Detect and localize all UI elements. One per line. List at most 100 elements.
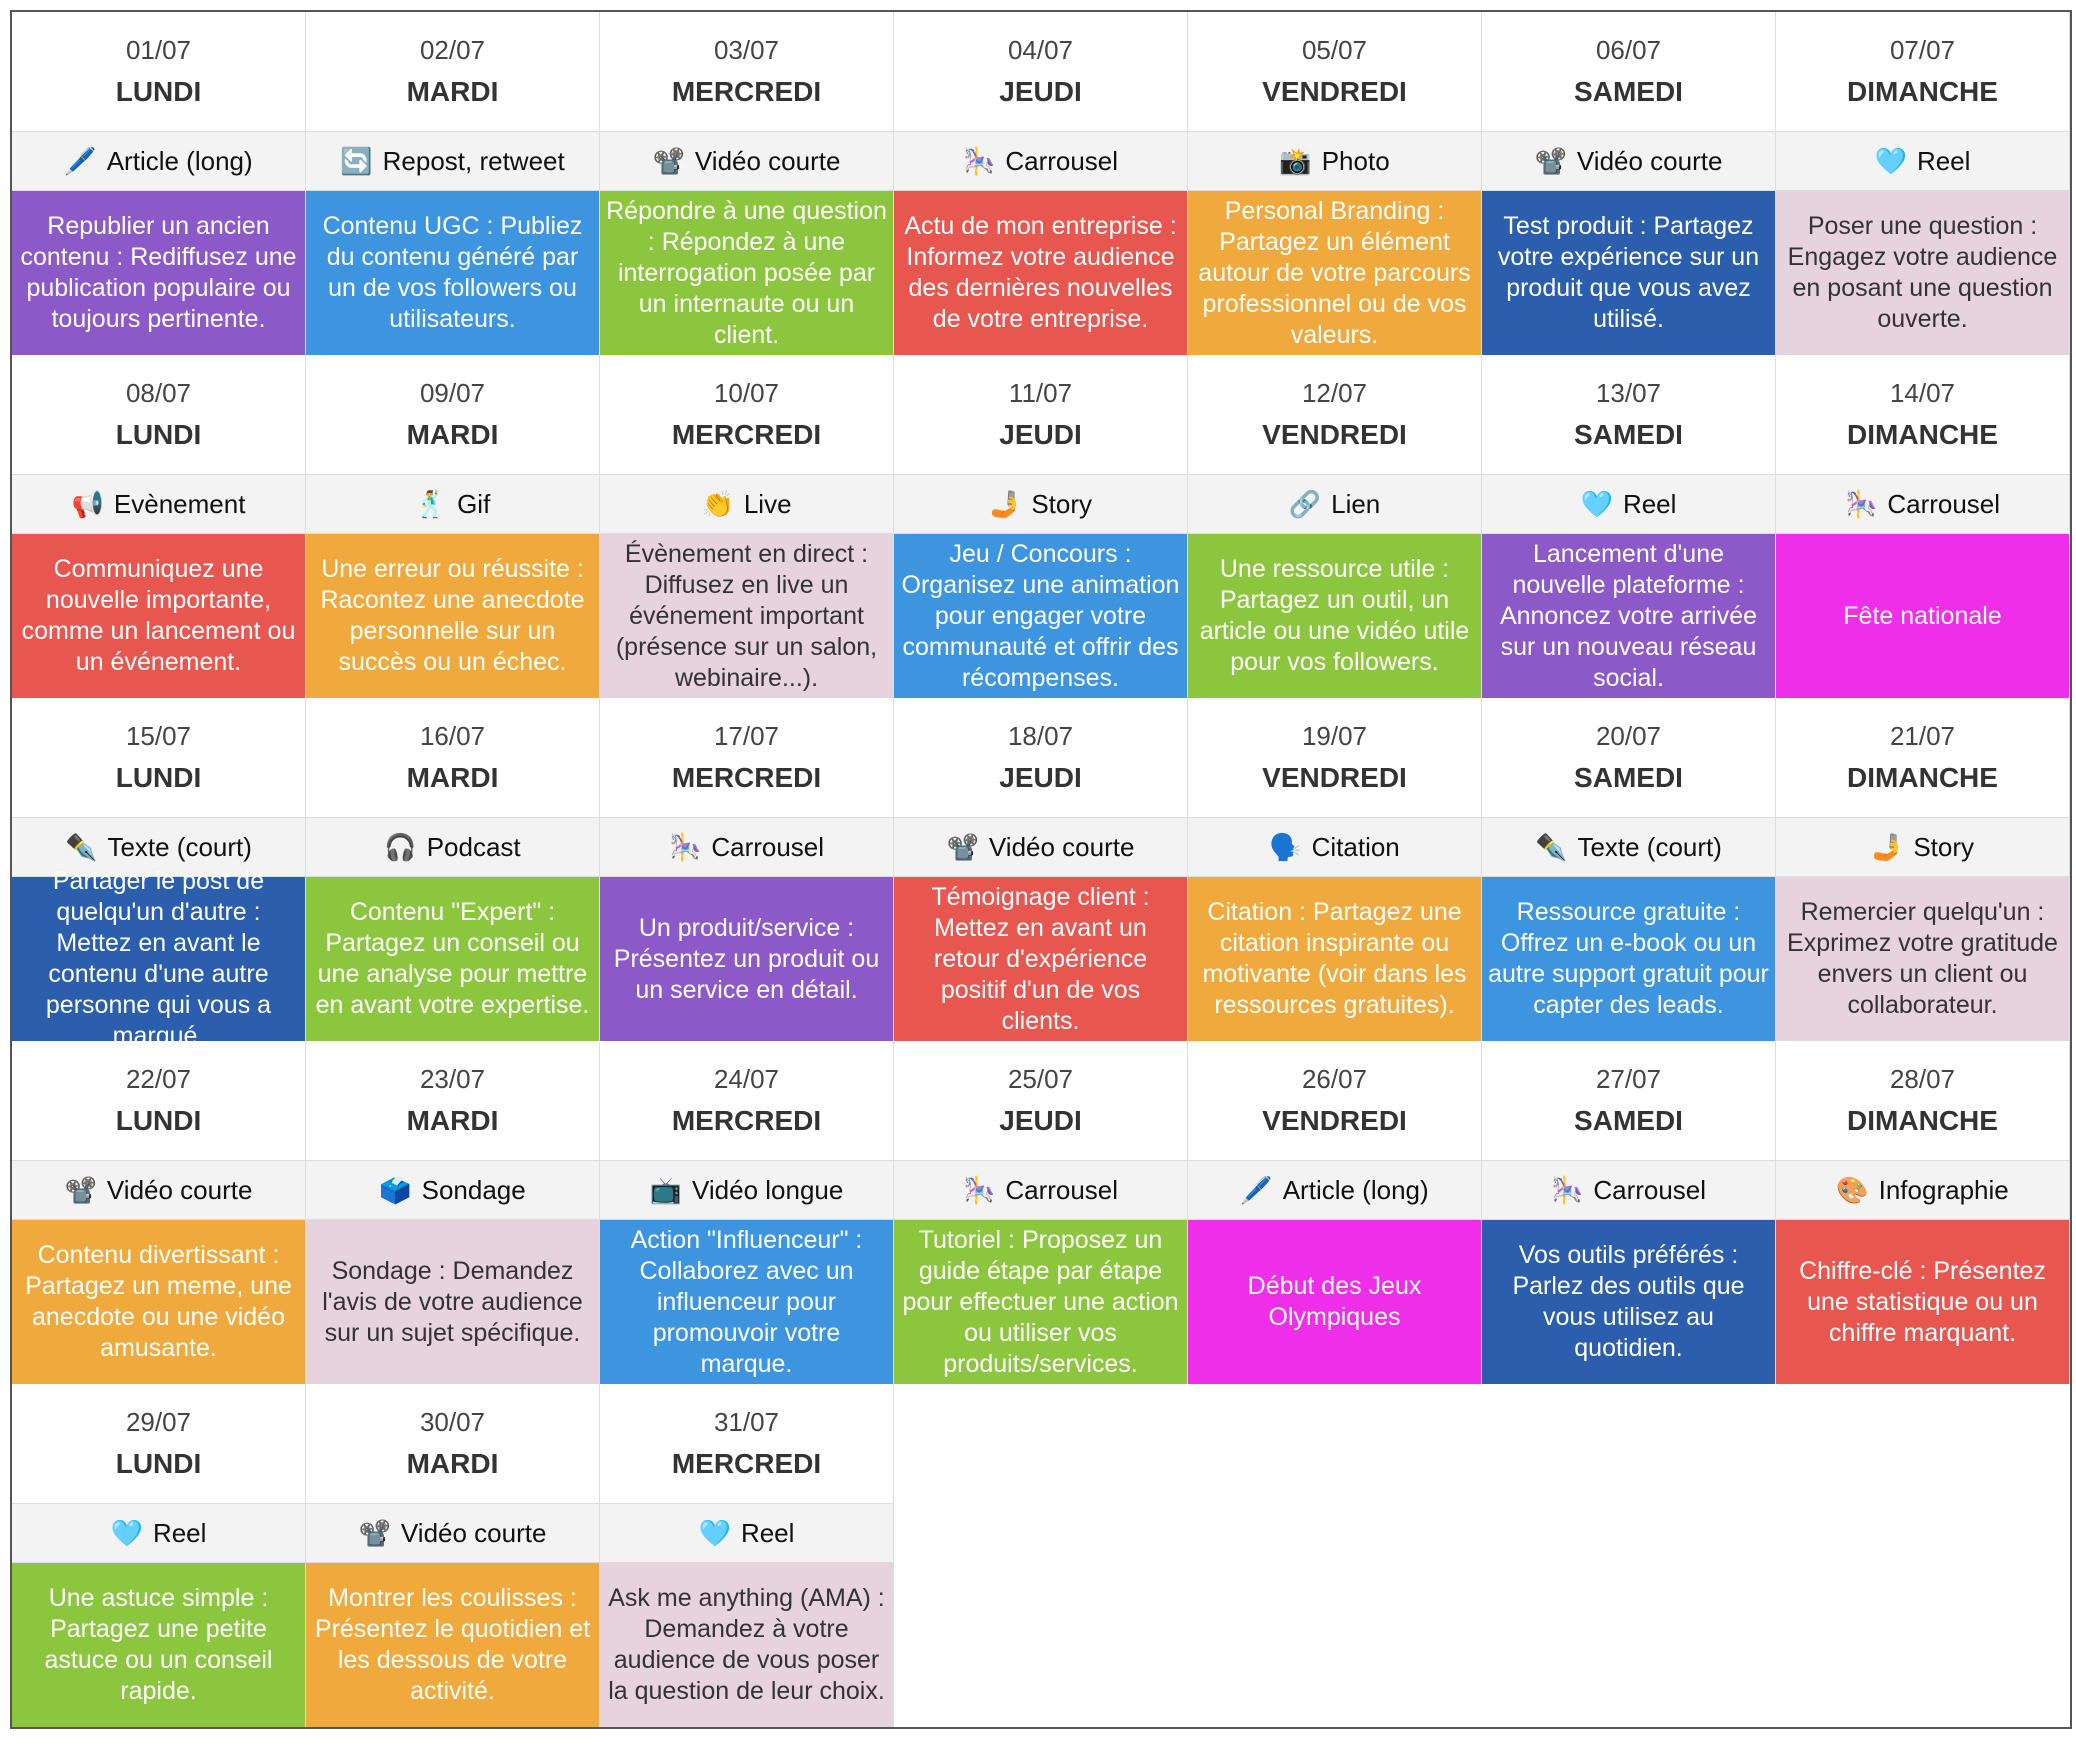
day-header: 06/07 SAMEDI [1482, 12, 1775, 132]
type-label: Reel [1916, 145, 1971, 176]
date: 19/07 [1301, 721, 1368, 751]
type-icon: 🎧 [384, 831, 417, 862]
day-cell: 08/07 LUNDI 📢 Evènement Communiquez une nouv… [12, 355, 306, 698]
type-label: Gif [457, 488, 491, 519]
day-header: 21/07 DIMANCHE [1776, 698, 2069, 818]
post-type: 🔗 Lien [1188, 475, 1481, 534]
type-icon: ✒️ [1535, 831, 1568, 862]
date: 01/07 [125, 35, 192, 65]
weekday: JEUDI [999, 1105, 1082, 1136]
weekday: JEUDI [999, 762, 1082, 793]
type-label: Carrousel [711, 831, 825, 862]
type-label: Carrousel [1005, 1174, 1119, 1205]
day-cell: 02/07 MARDI 🔄 Repost, retweet Contenu UGC : … [306, 12, 600, 355]
day-cell: 30/07 MARDI 📽️ Vidéo courte Montrer les coul… [306, 1384, 600, 1727]
post-type: 📢 Evènement [12, 475, 305, 534]
post-type: 🩵 Reel [600, 1504, 893, 1563]
date: 10/07 [713, 378, 780, 408]
day-header: 15/07 LUNDI [12, 698, 305, 818]
type-label: Texte (court) [107, 831, 252, 862]
post-idea: Citation : Partagez une citation inspira… [1188, 877, 1481, 1041]
day-header: 17/07 MERCREDI [600, 698, 893, 818]
post-type: 🤳 Story [1776, 818, 2069, 877]
day-cell: 26/07 VENDREDI 🖊️ Article (long) Début des J… [1188, 1041, 1482, 1384]
type-label: Article (long) [1282, 1174, 1429, 1205]
type-label: Repost, retweet [382, 145, 565, 176]
weekday: JEUDI [999, 419, 1082, 450]
day-cell: 03/07 MERCREDI 📽️ Vidéo courte Répondre à un… [600, 12, 894, 355]
post-idea: Fête nationale [1776, 534, 2069, 698]
type-icon: 📺 [649, 1174, 683, 1205]
day-cell: 04/07 JEUDI 🎠 Carrousel Actu de mon entrepri… [894, 12, 1188, 355]
date: 09/07 [419, 378, 486, 408]
post-type: 👏 Live [600, 475, 893, 534]
type-icon: 📽️ [358, 1517, 391, 1548]
day-cell: 23/07 MARDI 🗳️ Sondage Sondage : Demandez l'… [306, 1041, 600, 1384]
type-icon: 🎠 [668, 831, 702, 862]
post-idea: Jeu / Concours : Organisez une animation… [894, 534, 1187, 698]
weekday: SAMEDI [1574, 762, 1683, 793]
post-type: 🩵 Reel [1482, 475, 1775, 534]
day-header: 10/07 MERCREDI [600, 355, 893, 475]
date: 06/07 [1595, 35, 1662, 65]
post-idea: Une astuce simple : Partagez une petite … [12, 1563, 305, 1727]
post-type: ✒️ Texte (court) [1482, 818, 1775, 877]
post-idea: Ask me anything (AMA) : Demandez à votre… [600, 1563, 893, 1727]
date: 12/07 [1301, 378, 1368, 408]
day-cell: 06/07 SAMEDI 📽️ Vidéo courte Test produit : … [1482, 12, 1776, 355]
day-cell: 01/07 LUNDI 🖊️ Article (long) Republier un a… [12, 12, 306, 355]
post-type: 📽️ Vidéo courte [894, 818, 1187, 877]
day-header: 04/07 JEUDI [894, 12, 1187, 132]
day-header: 01/07 LUNDI [12, 12, 305, 132]
date: 03/07 [713, 35, 780, 65]
type-icon: 🤳 [1870, 831, 1904, 862]
weekday: MARDI [406, 76, 499, 107]
type-label: Evènement [113, 488, 246, 519]
date: 04/07 [1007, 35, 1074, 65]
type-label: Carrousel [1005, 145, 1119, 176]
day-header: 03/07 MERCREDI [600, 12, 893, 132]
weekday: MERCREDI [671, 76, 822, 107]
day-cell: 14/07 DIMANCHE 🎠 Carrousel Fête nationale [1776, 355, 2070, 698]
day-header: 16/07 MARDI [306, 698, 599, 818]
type-label: Lien [1331, 488, 1381, 519]
type-label: Reel [1622, 488, 1677, 519]
date: 27/07 [1595, 1064, 1662, 1094]
weekday: VENDREDI [1262, 76, 1407, 107]
date: 22/07 [125, 1064, 192, 1094]
day-cell: 29/07 LUNDI 🩵 Reel Une astuce simple : Parta… [12, 1384, 306, 1727]
type-icon: 🎨 [1836, 1174, 1869, 1205]
date: 17/07 [713, 721, 780, 751]
type-label: Vidéo courte [400, 1517, 547, 1548]
weekday: MARDI [406, 1105, 499, 1136]
post-type: 📽️ Vidéo courte [12, 1161, 305, 1220]
weekday: VENDREDI [1262, 762, 1407, 793]
type-label: Texte (court) [1577, 831, 1722, 862]
weekday: LUNDI [115, 1105, 202, 1136]
post-type: 🔄 Repost, retweet [306, 132, 599, 191]
type-label: Article (long) [106, 145, 253, 176]
type-label: Live [743, 488, 792, 519]
type-icon: 📽️ [64, 1174, 97, 1205]
weekday: DIMANCHE [1847, 76, 1998, 107]
post-idea: Ressource gratuite : Offrez un e-book ou… [1482, 877, 1775, 1041]
day-header: 11/07 JEUDI [894, 355, 1187, 475]
type-icon: 🎠 [1844, 488, 1878, 519]
day-header: 28/07 DIMANCHE [1776, 1041, 2069, 1161]
post-idea: Contenu "Expert" : Partagez un conseil o… [306, 877, 599, 1041]
date: 28/07 [1889, 1064, 1956, 1094]
day-cell: 10/07 MERCREDI 👏 Live Évènement en direct : … [600, 355, 894, 698]
date: 16/07 [419, 721, 486, 751]
post-type: 🗣️ Citation [1188, 818, 1481, 877]
type-label: Photo [1321, 145, 1390, 176]
day-header: 30/07 MARDI [306, 1384, 599, 1504]
weekday: JEUDI [999, 76, 1082, 107]
type-label: Vidéo courte [106, 1174, 253, 1205]
post-type: 🕺 Gif [306, 475, 599, 534]
post-type: 🤳 Story [894, 475, 1187, 534]
day-header: 12/07 VENDREDI [1188, 355, 1481, 475]
type-icon: 📸 [1279, 145, 1312, 176]
type-label: Sondage [421, 1174, 526, 1205]
type-icon: 🔄 [340, 145, 373, 176]
